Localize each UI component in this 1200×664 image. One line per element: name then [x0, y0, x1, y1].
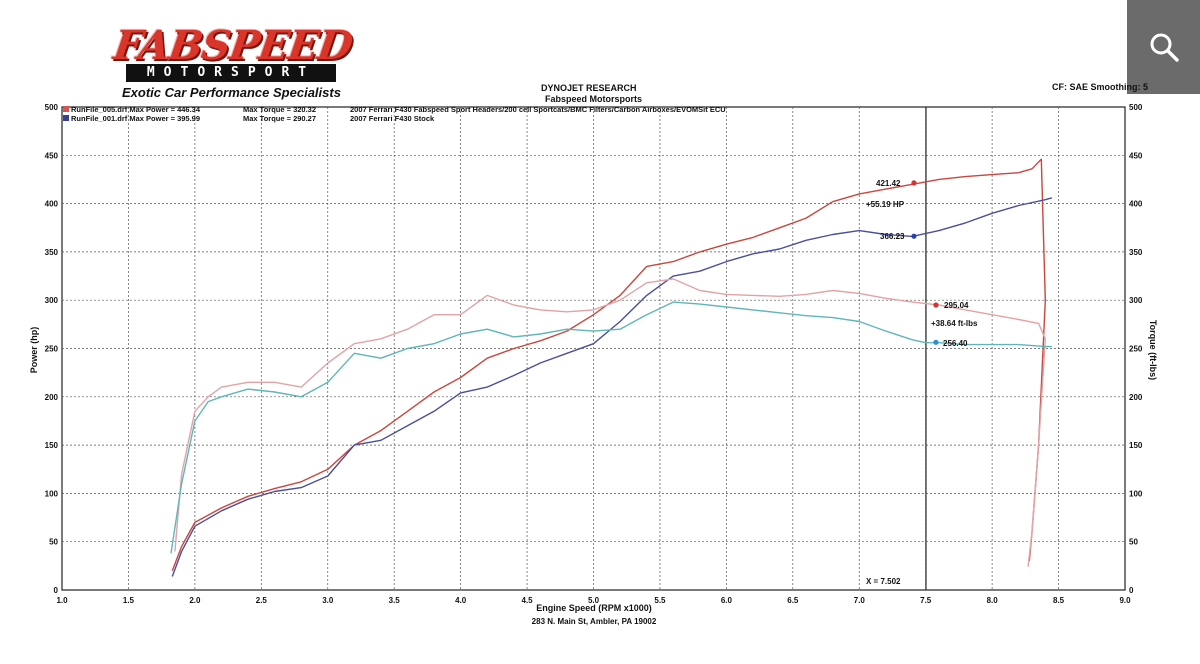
chart-title-line2: Fabspeed Motorsports	[545, 94, 643, 104]
y-tick-label-right: 100	[1129, 489, 1143, 498]
x-tick-label: 4.5	[522, 596, 534, 605]
y-tick-label-left: 350	[45, 248, 59, 257]
legend-mod-desc: 2007 Ferrari F430 Fabspeed Sport Headers…	[350, 105, 726, 114]
marker-hp-mod	[911, 180, 917, 186]
y-tick-label-right: 450	[1129, 151, 1143, 160]
x-axis-label: Engine Speed (RPM x1000)	[536, 603, 652, 613]
y-tick-label-left: 150	[45, 441, 59, 450]
annotation-hp-stock: 366.23	[880, 232, 905, 241]
series-tq_mod	[174, 278, 1046, 567]
legend-stock-file: RunFile_001.drf Max Power = 395.99	[71, 114, 200, 123]
chart-grid	[61, 106, 1126, 591]
chart-title-line1: DYNOJET RESEARCH	[541, 83, 637, 93]
annotation-tq-mod: 295.04	[944, 301, 969, 310]
x-tick-label: 6.5	[787, 596, 799, 605]
y-tick-label-right: 250	[1129, 345, 1143, 354]
legend-swatch-mod	[63, 106, 69, 112]
y-tick-label-left: 50	[49, 538, 58, 547]
cf-smoothing: CF: SAE Smoothing: 5	[1052, 82, 1148, 92]
y-axis-label-left: Power (hp)	[29, 327, 39, 374]
series-layer	[170, 158, 1053, 577]
x-tick-label: 5.5	[654, 596, 666, 605]
marker-tq-stock	[933, 339, 939, 345]
series-hp_stock	[171, 197, 1053, 577]
search-icon	[1150, 33, 1179, 62]
legend-mod-file: RunFile_005.drf Max Power = 446.34	[71, 105, 201, 114]
x-tick-label: 1.0	[56, 596, 68, 605]
y-tick-label-left: 400	[45, 200, 59, 209]
footer-address: 283 N. Main St, Ambler, PA 19002	[532, 617, 657, 626]
x-tick-label: 8.0	[987, 596, 999, 605]
cursor-readout: X = 7.502	[866, 577, 901, 586]
annotation-hp-gain: +55.19 HP	[866, 200, 905, 209]
y-tick-label-left: 300	[45, 296, 59, 305]
legend-stock-torque: Max Torque = 290.27	[243, 114, 316, 123]
x-tick-label: 1.5	[123, 596, 135, 605]
x-tick-label: 6.0	[721, 596, 733, 605]
x-tick-label: 8.5	[1053, 596, 1065, 605]
y-tick-label-right: 500	[1129, 103, 1143, 112]
x-tick-label: 4.0	[455, 596, 467, 605]
annotation-tq-gain: +38.64 ft-lbs	[931, 319, 978, 328]
x-tick-label: 3.0	[322, 596, 334, 605]
fabspeed-logo: FABSPEED MOTORSPORT Exotic Car Performan…	[108, 22, 368, 104]
y-tick-label-left: 200	[45, 393, 59, 402]
series-tq_stock	[170, 301, 1052, 554]
annotation-hp-mod: 421.42	[876, 179, 901, 188]
x-tick-label: 3.5	[389, 596, 401, 605]
y-tick-label-right: 350	[1129, 248, 1143, 257]
y-tick-label-right: 300	[1129, 296, 1143, 305]
legend-swatch-stock	[63, 115, 69, 121]
x-tick-label: 5.0	[588, 596, 600, 605]
y-tick-label-left: 250	[45, 345, 59, 354]
y-tick-label-left: 500	[45, 103, 59, 112]
marker-layer	[911, 180, 939, 345]
x-tick-label: 7.0	[854, 596, 866, 605]
x-tick-label: 9.0	[1119, 596, 1131, 605]
logo-tagline: Exotic Car Performance Specialists	[122, 85, 341, 100]
x-tick-label: 2.0	[189, 596, 201, 605]
marker-tq-mod	[933, 302, 939, 308]
marker-hp-stock	[911, 233, 917, 239]
y-tick-label-right: 50	[1129, 538, 1138, 547]
annotation-tq-stock: 256.40	[943, 339, 968, 348]
x-tick-label: 2.5	[256, 596, 268, 605]
x-tick-label: 7.5	[920, 596, 932, 605]
y-tick-label-right: 400	[1129, 200, 1143, 209]
series-hp_mod	[171, 158, 1046, 571]
legend: RunFile_005.drf Max Power = 446.34 Max T…	[63, 105, 726, 123]
search-button[interactable]	[1127, 0, 1200, 94]
legend-mod-torque: Max Torque = 320.32	[243, 105, 316, 114]
y-tick-label-right: 200	[1129, 393, 1143, 402]
axis-layer: 1.0 1.5 2.0 2.5 3.0 3.5 4.0 4.5 5.0 5.5 6.0 6.5 7.0 7…	[45, 103, 1143, 605]
y-axis-label-right: Torque (ft-lbs)	[1148, 320, 1158, 380]
y-tick-label-right: 0	[1129, 586, 1134, 595]
y-tick-label-left: 450	[45, 151, 59, 160]
logo-sub-text: MOTORSPORT	[126, 64, 336, 82]
legend-stock-desc: 2007 Ferrari F430 Stock	[350, 114, 435, 123]
y-tick-label-left: 0	[54, 586, 59, 595]
y-tick-label-left: 100	[45, 489, 59, 498]
y-tick-label-right: 150	[1129, 441, 1143, 450]
